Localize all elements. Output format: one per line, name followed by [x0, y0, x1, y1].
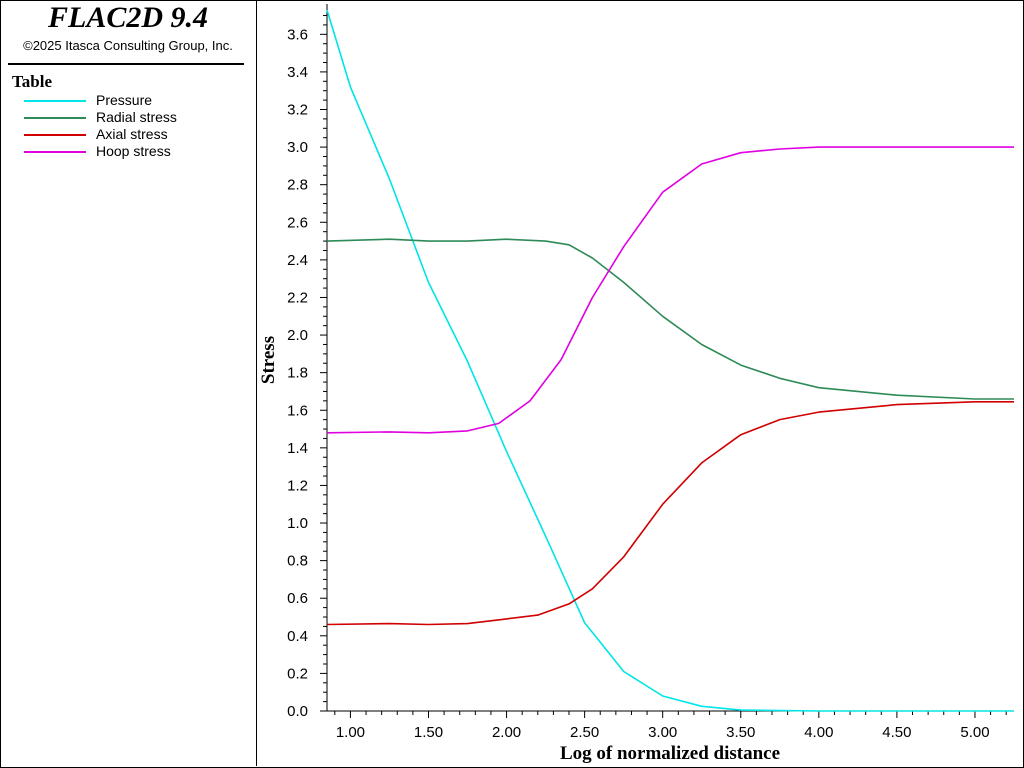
x-tick-label: 4.00: [804, 724, 833, 741]
y-tick-label: 3.2: [287, 102, 308, 119]
y-tick-label: 0.8: [287, 553, 308, 570]
series-line-pressure: [326, 9, 1014, 712]
legend-title: Table: [12, 72, 53, 91]
series-line-radial-stress: [326, 238, 1014, 400]
legend-swatch-axial-stress: [24, 134, 86, 136]
legend-panel: FLAC2D 9.4 ©2025 Itasca Consulting Group…: [0, 0, 257, 766]
legend-item-hoop-stress: Hoop stress: [24, 143, 244, 160]
y-tick-label: 1.0: [287, 515, 308, 532]
y-tick-label: 2.4: [287, 252, 308, 269]
y-tick-label: 0.0: [287, 703, 308, 720]
y-tick-label: 2.6: [287, 214, 308, 231]
y-axis-title: Stress: [258, 336, 279, 384]
axes: [320, 4, 1014, 718]
y-tick-label: 1.8: [287, 365, 308, 382]
legend-item-pressure: Pressure: [24, 92, 244, 109]
legend-swatch-hoop-stress: [24, 151, 86, 153]
copyright-text: ©2025 Itasca Consulting Group, Inc.: [23, 38, 233, 53]
y-tick-label: 1.6: [287, 402, 308, 419]
stress-chart: 0.0 0.2 0.4 0.6 0.8 1.0 1.2 1.4 1.6 1.8 2.0 2.2 2.4 2…: [258, 4, 1014, 764]
x-tick-label: 4.50: [882, 724, 911, 741]
legend-item-axial-stress: Axial stress: [24, 126, 244, 143]
y-tick-label: 1.4: [287, 440, 308, 457]
y-tick-label: 0.4: [287, 628, 308, 645]
x-tick-label: 5.00: [960, 724, 989, 741]
legend-label-axial-stress: Axial stress: [96, 126, 168, 142]
legend-label-pressure: Pressure: [96, 92, 153, 108]
y-tick-label: 1.2: [287, 477, 308, 494]
series-lines: [326, 9, 1014, 712]
app-title: FLAC2D 9.4: [47, 1, 209, 34]
legend-label-radial-stress: Radial stress: [96, 109, 177, 125]
y-tick-label: 2.8: [287, 177, 308, 194]
title-divider: [8, 63, 244, 65]
x-tick-label: 3.50: [726, 724, 755, 741]
x-tick-label: 1.50: [414, 724, 443, 741]
x-tick-label: 3.00: [648, 724, 677, 741]
y-tick-label: 0.6: [287, 590, 308, 607]
legend-label-hoop-stress: Hoop stress: [96, 143, 171, 159]
legend-item-radial-stress: Radial stress: [24, 109, 244, 126]
legend-swatch-radial-stress: [24, 117, 86, 119]
series-line-hoop-stress: [326, 146, 1014, 434]
x-tick-label: 2.50: [570, 724, 599, 741]
y-tick-label: 3.6: [287, 26, 308, 43]
y-tick-label: 3.4: [287, 64, 308, 81]
legend-swatch-pressure: [24, 100, 86, 102]
y-tick-label: 2.2: [287, 289, 308, 306]
x-tick-label: 2.00: [492, 724, 521, 741]
x-axis-title: Log of normalized distance: [560, 743, 780, 764]
x-tick-label: 1.00: [336, 724, 365, 741]
tick-labels: 0.0 0.2 0.4 0.6 0.8 1.0 1.2 1.4 1.6 1.8 2.0 2.2 2.4 2…: [287, 26, 989, 741]
y-tick-label: 3.0: [287, 139, 308, 156]
y-tick-label: 0.2: [287, 665, 308, 682]
y-tick-label: 2.0: [287, 327, 308, 344]
series-line-axial-stress: [326, 401, 1014, 626]
